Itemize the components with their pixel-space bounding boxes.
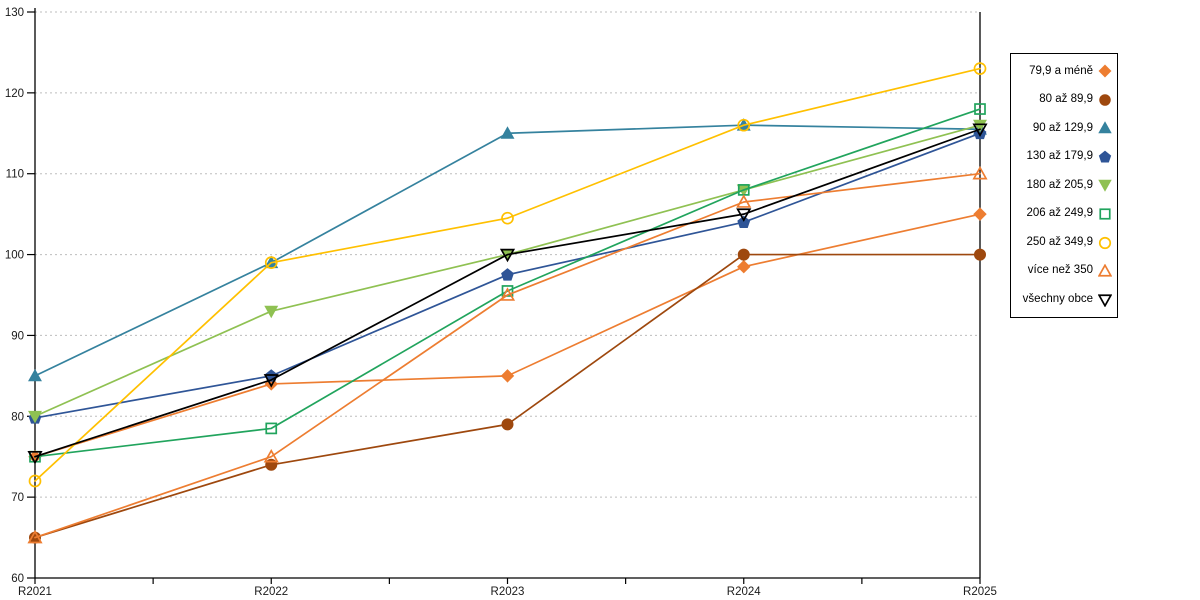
legend-label: 180 až 205,9 xyxy=(1026,178,1093,191)
series-line xyxy=(34,108,981,458)
series-line xyxy=(34,172,981,539)
marker-triangle-down-icon xyxy=(1098,180,1112,193)
marker-triangle-up-icon xyxy=(1098,121,1112,134)
legend-item: 180 až 205,9 xyxy=(1011,178,1117,193)
legend-label: více než 350 xyxy=(1027,264,1093,277)
legend-item: 206 až 249,9 xyxy=(1011,207,1117,221)
legend-label: 90 až 129,9 xyxy=(1032,121,1093,134)
marker-pentagon-icon xyxy=(1098,150,1112,163)
legend-marker-triangle-up-icon xyxy=(1098,121,1112,134)
series-line xyxy=(34,253,981,539)
marker-circle-icon xyxy=(1098,236,1112,249)
series-7 xyxy=(27,165,988,544)
y-tick-label: 70 xyxy=(11,492,24,504)
legend-marker-pentagon-icon xyxy=(1098,150,1112,163)
legend-marker-triangle-down-icon xyxy=(1098,294,1112,307)
legend-marker-circle-icon xyxy=(1098,236,1112,249)
marker-circle-icon xyxy=(28,474,42,488)
marker-circle-icon xyxy=(501,418,514,431)
marker-triangle-up-icon xyxy=(27,529,43,544)
marker-triangle-down-icon xyxy=(499,248,516,263)
y-tick-label: 80 xyxy=(11,411,24,423)
marker-diamond-icon xyxy=(737,259,751,274)
legend-item: 130 až 179,9 xyxy=(1011,150,1117,164)
legend-label: všechny obce xyxy=(1022,292,1093,305)
series-line xyxy=(34,67,981,482)
marker-circle-icon xyxy=(973,62,987,75)
chart-legend: 79,9 a méně 80 až 89,9 90 až 129,9 130 až 1… xyxy=(1010,53,1118,318)
marker-triangle-down-icon xyxy=(28,410,42,424)
marker-triangle-up-icon xyxy=(500,126,515,139)
y-tick-label: 90 xyxy=(11,330,24,342)
marker-triangle-up-icon xyxy=(263,448,279,463)
legend-item: 79,9 a méně xyxy=(1011,64,1117,78)
marker-square-icon xyxy=(265,422,278,435)
marker-triangle-up-icon xyxy=(1098,264,1112,277)
marker-diamond-icon xyxy=(973,207,987,221)
marker-circle-icon xyxy=(264,256,278,270)
series-5 xyxy=(29,103,986,463)
marker-circle-icon xyxy=(737,118,751,132)
marker-triangle-down-icon xyxy=(1098,294,1112,307)
y-tick-label: 110 xyxy=(6,169,24,181)
y-tick-label: 120 xyxy=(5,88,24,100)
x-tick-label: R2024 xyxy=(727,586,761,598)
legend-label: 130 až 179,9 xyxy=(1026,150,1093,163)
series-0 xyxy=(28,207,987,464)
marker-triangle-up-icon xyxy=(28,368,42,382)
marker-triangle-up-icon xyxy=(736,194,752,208)
legend-label: 206 až 249,9 xyxy=(1026,207,1093,220)
legend-item: více než 350 xyxy=(1011,264,1117,278)
marker-circle-icon xyxy=(1099,94,1111,106)
legend-marker-square-icon xyxy=(1099,208,1111,220)
legend-marker-triangle-up-icon xyxy=(1098,264,1112,277)
legend-marker-triangle-down-icon xyxy=(1098,180,1112,193)
y-tick-label: 100 xyxy=(5,250,24,262)
marker-square-icon xyxy=(974,103,986,115)
legend-item: 250 až 349,9 xyxy=(1011,236,1117,250)
marker-diamond-icon xyxy=(500,369,515,383)
y-tick-label: 60 xyxy=(11,573,24,585)
series-line xyxy=(34,128,981,458)
marker-pentagon-icon xyxy=(501,268,514,281)
marker-triangle-down-icon xyxy=(973,119,987,133)
marker-triangle-down-icon xyxy=(972,123,988,137)
x-tick-label: R2021 xyxy=(18,586,52,598)
marker-circle-icon xyxy=(501,211,514,225)
y-tick-label: 130 xyxy=(5,7,24,19)
marker-triangle-up-icon xyxy=(499,287,516,301)
x-tick-label: R2025 xyxy=(963,586,997,598)
legend-marker-circle-icon xyxy=(1099,94,1111,106)
marker-diamond-icon xyxy=(1098,64,1112,78)
legend-item: 80 až 89,9 xyxy=(1011,93,1117,107)
x-tick-label: R2023 xyxy=(491,586,525,598)
legend-item: všechny obce xyxy=(1011,293,1117,307)
legend-label: 79,9 a méně xyxy=(1029,64,1093,77)
marker-triangle-up-icon xyxy=(972,165,988,180)
marker-triangle-down-icon xyxy=(264,305,279,319)
x-tick-label: R2022 xyxy=(254,586,288,598)
series-8 xyxy=(27,123,988,465)
marker-square-icon xyxy=(1099,208,1111,220)
series-6 xyxy=(28,62,987,488)
legend-label: 80 až 89,9 xyxy=(1039,93,1093,106)
marker-triangle-down-icon xyxy=(736,208,752,222)
legend-label: 250 až 349,9 xyxy=(1026,235,1093,248)
series-1 xyxy=(29,248,986,544)
marker-circle-icon xyxy=(737,248,750,261)
marker-triangle-down-icon xyxy=(27,450,43,465)
legend-marker-diamond-icon xyxy=(1098,64,1112,78)
marker-triangle-down-icon xyxy=(263,374,279,388)
legend-item: 90 až 129,9 xyxy=(1011,121,1117,135)
marker-circle-icon xyxy=(974,248,986,261)
